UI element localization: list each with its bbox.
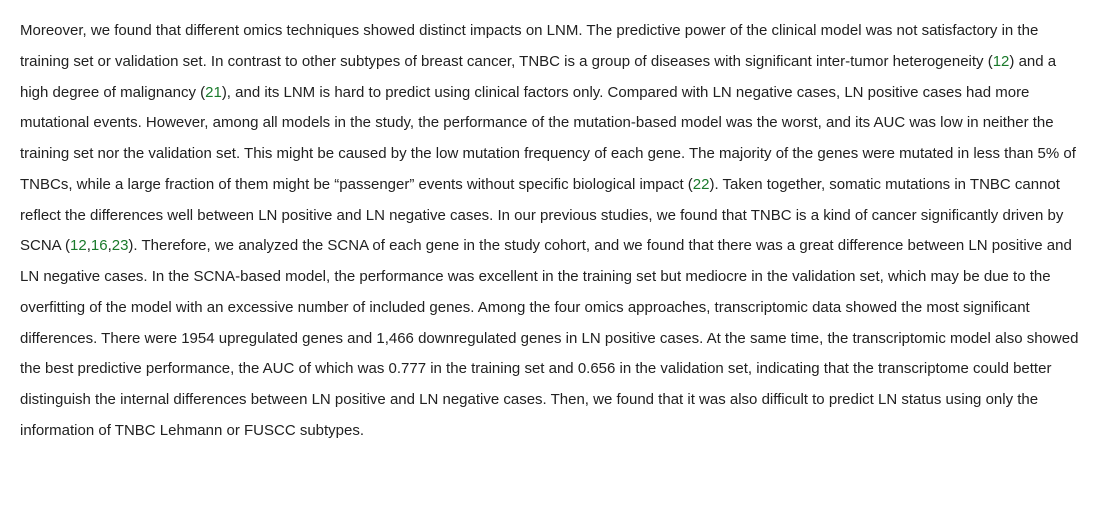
citation-link-22[interactable]: 22: [693, 176, 710, 193]
text-segment: Moreover, we found that different omics …: [20, 22, 1038, 70]
citation-link-21[interactable]: 21: [205, 84, 222, 101]
text-segment: ). Therefore, we analyzed the SCNA of ea…: [20, 237, 1078, 439]
citation-link-12b[interactable]: 12: [70, 237, 87, 254]
citation-link-16[interactable]: 16: [91, 237, 108, 254]
citation-link-23[interactable]: 23: [112, 237, 129, 254]
citation-link-12[interactable]: 12: [993, 53, 1010, 70]
body-paragraph: Moreover, we found that different omics …: [20, 16, 1086, 447]
